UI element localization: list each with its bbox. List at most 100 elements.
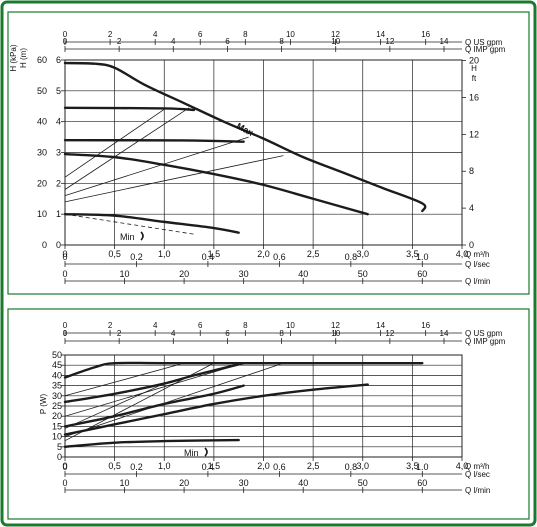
imp-gpm-axis-tick-label: 2 [117, 37, 122, 46]
imp-gpm-axis-tick-label: 4 [171, 329, 176, 338]
us-gpm-axis-tick-label: 12 [331, 30, 340, 39]
curve-speed-2 [63, 384, 245, 428]
lsec-axis-tick-label: 0.2 [130, 252, 143, 262]
y-axis-label-m: H (m) [19, 48, 28, 68]
lsec-axis-tick-label: 0.4 [202, 252, 215, 262]
ft-tick-label: 16 [469, 92, 479, 102]
lsec-axis-tick-label: 0.2 [130, 462, 143, 472]
x-tick-label: 4,0 [456, 461, 469, 471]
max-label: Max [235, 121, 255, 138]
lmin-axis-tick-label: 40 [298, 269, 308, 279]
imp-gpm-axis-tick-label: 8 [279, 37, 284, 46]
x-tick-label: 0,5 [108, 249, 121, 259]
y-tick-label: 30 [37, 148, 47, 158]
y-axis-label: P (W) [39, 394, 48, 415]
y-tick-label: 50 [52, 350, 62, 360]
us-gpm-axis-label: Q US gpm [465, 38, 503, 47]
lmin-axis-tick-label: 60 [417, 478, 427, 488]
imp-gpm-axis-tick-label: 0 [63, 37, 68, 46]
us-gpm-axis-tick-label: 4 [153, 321, 158, 330]
control-line [64, 136, 249, 197]
curve-speed-2 [63, 138, 245, 143]
y-tick-label: 45 [52, 360, 62, 370]
imp-gpm-axis-label: Q IMP gpm [465, 45, 506, 54]
lmin-axis-tick-label: 0 [62, 269, 67, 279]
x-tick-label: 0,5 [108, 461, 121, 471]
min-label: Min [184, 448, 199, 458]
y-tick-label: 15 [52, 421, 62, 431]
imp-gpm-axis-tick-label: 2 [117, 329, 122, 338]
curve-max [63, 61, 427, 213]
imp-gpm-axis-tick-label: 6 [225, 329, 230, 338]
us-gpm-axis-tick-label: 16 [421, 30, 430, 39]
imp-gpm-axis-tick-label: 14 [440, 329, 449, 338]
imp-gpm-axis-tick-label: 6 [225, 37, 230, 46]
curve-min [63, 212, 240, 234]
lsec-axis-tick-label: 0.6 [273, 252, 286, 262]
lsec-axis-tick-label: 0 [62, 252, 67, 262]
control-line [64, 362, 185, 397]
imp-gpm-axis-tick-label: 8 [279, 329, 284, 338]
us-gpm-axis-tick-label: 2 [108, 30, 113, 39]
x-tick-label: 3,0 [356, 461, 369, 471]
lsec-axis-tick-label: 1.0 [416, 252, 429, 262]
lmin-axis-tick-label: 10 [120, 269, 130, 279]
lsec-axis-tick-label: 0.4 [202, 462, 215, 472]
us-gpm-axis-tick-label: 10 [286, 321, 295, 330]
x-tick-label: 4,0 [456, 249, 469, 259]
ft-tick-label: 0 [469, 240, 474, 250]
ft-tick-label: 20 [469, 56, 479, 66]
control-line [64, 362, 284, 437]
y-tick-label: 10 [37, 209, 47, 219]
us-gpm-axis-tick-label: 6 [198, 321, 203, 330]
us-gpm-axis-tick-label: 8 [243, 30, 248, 39]
y-tick-label: 30 [52, 391, 62, 401]
lsec-axis-label: Q l/sec [465, 470, 490, 479]
lmin-axis-tick-label: 60 [417, 269, 427, 279]
lsec-axis-label: Q l/sec [465, 260, 490, 269]
control-line [64, 107, 190, 190]
control-line [64, 383, 165, 429]
imp-gpm-axis-tick-label: 0 [63, 329, 68, 338]
y-tick-label: 25 [52, 401, 62, 411]
x-tick-label: 1,5 [208, 249, 221, 259]
ft-axis-label-ft: ft [472, 74, 477, 83]
lmin-axis-tick-label: 50 [358, 478, 368, 488]
y-tick-label: 40 [52, 370, 62, 380]
imp-gpm-axis-tick-label: 12 [385, 329, 394, 338]
y-tick-label: 0 [57, 452, 62, 462]
lmin-axis-tick-label: 50 [358, 269, 368, 279]
y-tick-label-m: 1 [56, 209, 61, 219]
curve-speed-3 [63, 152, 369, 216]
x-tick-label: 1,5 [208, 461, 221, 471]
control-line [64, 362, 244, 417]
us-gpm-axis-tick-label: 6 [198, 30, 203, 39]
y-tick-label-m: 5 [56, 86, 61, 96]
x-tick-label: 2,0 [257, 461, 270, 471]
y-tick-label: 50 [37, 86, 47, 96]
curve-speed-0 [63, 361, 424, 379]
head-panel-frame [7, 11, 530, 295]
lmin-axis-label: Q l/min [465, 486, 490, 495]
y-tick-label: 35 [52, 381, 62, 391]
y-tick-label-m: 0 [56, 240, 61, 250]
curve-speed-3 [63, 383, 369, 436]
y-tick-label-m: 3 [56, 148, 61, 158]
y-tick-label: 10 [52, 432, 62, 442]
lmin-axis-tick-label: 10 [120, 478, 130, 488]
x-tick-label: 0 [62, 249, 67, 259]
lmin-axis-tick-label: 40 [298, 478, 308, 488]
lsec-axis-tick-label: 0.8 [345, 252, 358, 262]
lsec-axis-tick-label: 0 [62, 462, 67, 472]
lmin-axis-tick-label: 20 [179, 269, 189, 279]
lsec-axis-tick-label: 0.8 [345, 462, 358, 472]
us-gpm-axis-tick-label: 14 [376, 321, 385, 330]
ft-tick-label: 8 [469, 166, 474, 176]
us-gpm-axis-tick-label: 2 [108, 321, 113, 330]
x-axis-label-m3h: Q m³/h [465, 462, 489, 471]
y-tick-label: 0 [42, 240, 47, 250]
x-tick-label: 2,5 [307, 249, 320, 259]
us-gpm-axis-tick-label: 10 [286, 30, 295, 39]
